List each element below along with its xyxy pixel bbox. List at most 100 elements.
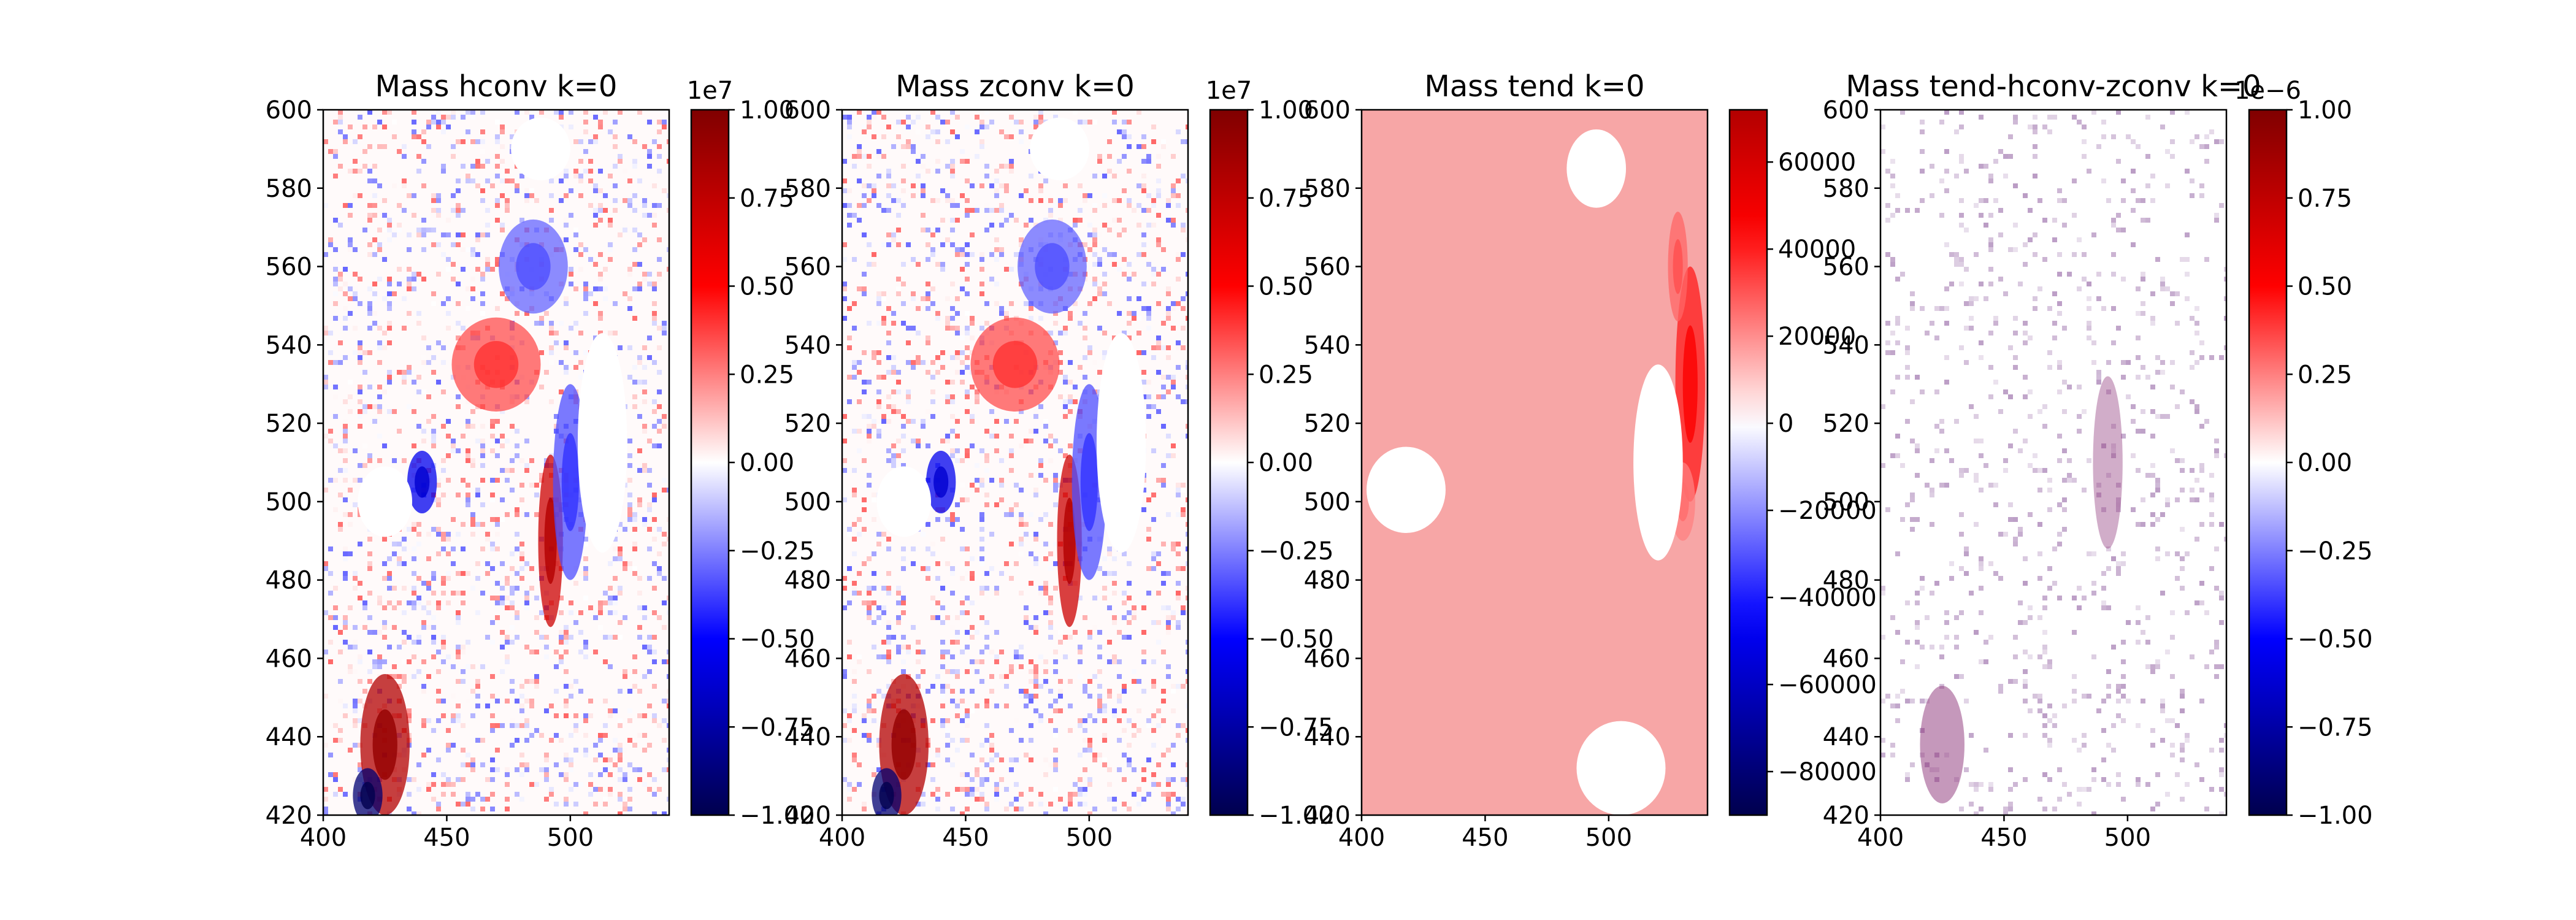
heatmap-cell [343, 439, 348, 443]
heatmap-cell [1944, 242, 1949, 247]
heatmap-cell [1890, 453, 1895, 458]
heatmap-cell [979, 659, 984, 664]
heatmap-cell [2131, 453, 2136, 458]
heatmap-cell [1998, 208, 2003, 213]
heatmap-cell [945, 296, 950, 301]
heatmap-cell [1097, 645, 1102, 650]
heatmap-cell [637, 767, 642, 772]
heatmap-cell [524, 738, 529, 743]
heatmap-cell [1068, 316, 1073, 321]
heatmap-cell [377, 409, 382, 414]
heatmap-cell [426, 394, 431, 399]
heatmap-cell [852, 537, 857, 542]
heatmap-cell [642, 713, 647, 718]
heatmap-cell [2052, 115, 2057, 120]
heatmap-cell [1915, 640, 1920, 645]
heatmap-cell [490, 596, 495, 600]
heatmap-cell [2057, 252, 2062, 257]
heatmap-cell [412, 522, 416, 527]
heatmap-cell [407, 713, 412, 718]
heatmap-cell [1186, 178, 1188, 183]
heatmap-cell [534, 684, 539, 689]
heatmap-cell [1141, 777, 1146, 782]
axes-frame [1360, 109, 1709, 816]
heatmap-cell [1087, 811, 1092, 815]
heatmap-cell [323, 203, 328, 208]
heatmap-cell [1038, 183, 1043, 188]
heatmap-cell [446, 777, 451, 782]
heatmap-cell [1166, 198, 1171, 203]
heatmap-cell [461, 600, 466, 605]
heatmap-cell [485, 267, 490, 272]
heatmap-cell [911, 365, 916, 370]
heatmap-cell [862, 507, 867, 512]
heatmap-cell [896, 380, 901, 385]
heatmap-cell [627, 738, 632, 743]
heatmap-cell [1092, 232, 1097, 237]
heatmap-cell [613, 600, 618, 605]
heatmap-cell [598, 277, 603, 282]
heatmap-cell [333, 443, 338, 448]
heatmap-cell [965, 669, 970, 674]
heatmap-cell [1181, 512, 1186, 517]
heatmap-cell [667, 208, 669, 213]
heatmap-cell [2224, 267, 2226, 272]
heatmap-cell [1102, 291, 1107, 296]
heatmap-cell [382, 635, 387, 640]
heatmap-cell [1137, 144, 1141, 149]
heatmap-cell [387, 340, 392, 345]
heatmap-cell [1058, 689, 1063, 694]
heatmap-cell [343, 139, 348, 144]
heatmap-cell [1934, 389, 1939, 394]
heatmap-cell [461, 522, 466, 527]
heatmap-cell [1137, 110, 1141, 115]
heatmap-cell [1964, 169, 1969, 174]
heatmap-cell [1974, 203, 1979, 208]
heatmap-cell [353, 247, 358, 252]
heatmap-cell [603, 767, 608, 772]
heatmap-cell [2126, 360, 2131, 365]
heatmap-cell [402, 586, 407, 591]
heatmap-cell [2160, 699, 2165, 703]
heatmap-cell [1107, 797, 1112, 802]
heatmap-cell [1048, 208, 1053, 213]
heatmap-cell [1048, 620, 1053, 625]
heatmap-cell [1033, 625, 1038, 630]
heatmap-cell [421, 689, 426, 694]
heatmap-cell [412, 654, 416, 659]
heatmap-cell [333, 218, 338, 223]
heatmap-cell [2096, 272, 2101, 277]
heatmap-cell [367, 615, 372, 620]
heatmap-cell [872, 708, 876, 713]
heatmap-cell [1171, 218, 1176, 223]
heatmap-cell [416, 787, 421, 792]
heatmap-cell [916, 650, 921, 654]
heatmap-cell [842, 296, 847, 301]
heatmap-cell [979, 257, 984, 262]
heatmap-cell [362, 625, 367, 630]
heatmap-cell [1171, 443, 1176, 448]
heatmap-cell [1097, 566, 1102, 571]
heatmap-cell [960, 483, 965, 488]
heatmap-cell [2165, 149, 2170, 154]
heatmap-cell [2062, 703, 2067, 708]
heatmap-cell [505, 203, 510, 208]
heatmap-cell [1954, 262, 1959, 267]
heatmap-cell [984, 203, 989, 208]
heatmap-cell [2023, 684, 2028, 689]
heatmap-cell [2057, 301, 2062, 306]
heatmap-blob-core [516, 243, 551, 290]
heatmap-cell [2062, 326, 2067, 331]
heatmap-cell [387, 326, 392, 331]
heatmap-cell [2091, 767, 2096, 772]
heatmap-cell [1107, 139, 1112, 144]
heatmap-cell [539, 733, 544, 738]
heatmap-cell [1171, 542, 1176, 546]
heatmap-cell [842, 669, 847, 674]
heatmap-cell [1186, 679, 1188, 684]
heatmap-cell [2087, 551, 2091, 556]
heatmap-cell [431, 439, 436, 443]
heatmap-cell [1078, 596, 1083, 600]
heatmap-blob-core [1080, 433, 1098, 531]
heatmap-cell [1141, 488, 1146, 493]
